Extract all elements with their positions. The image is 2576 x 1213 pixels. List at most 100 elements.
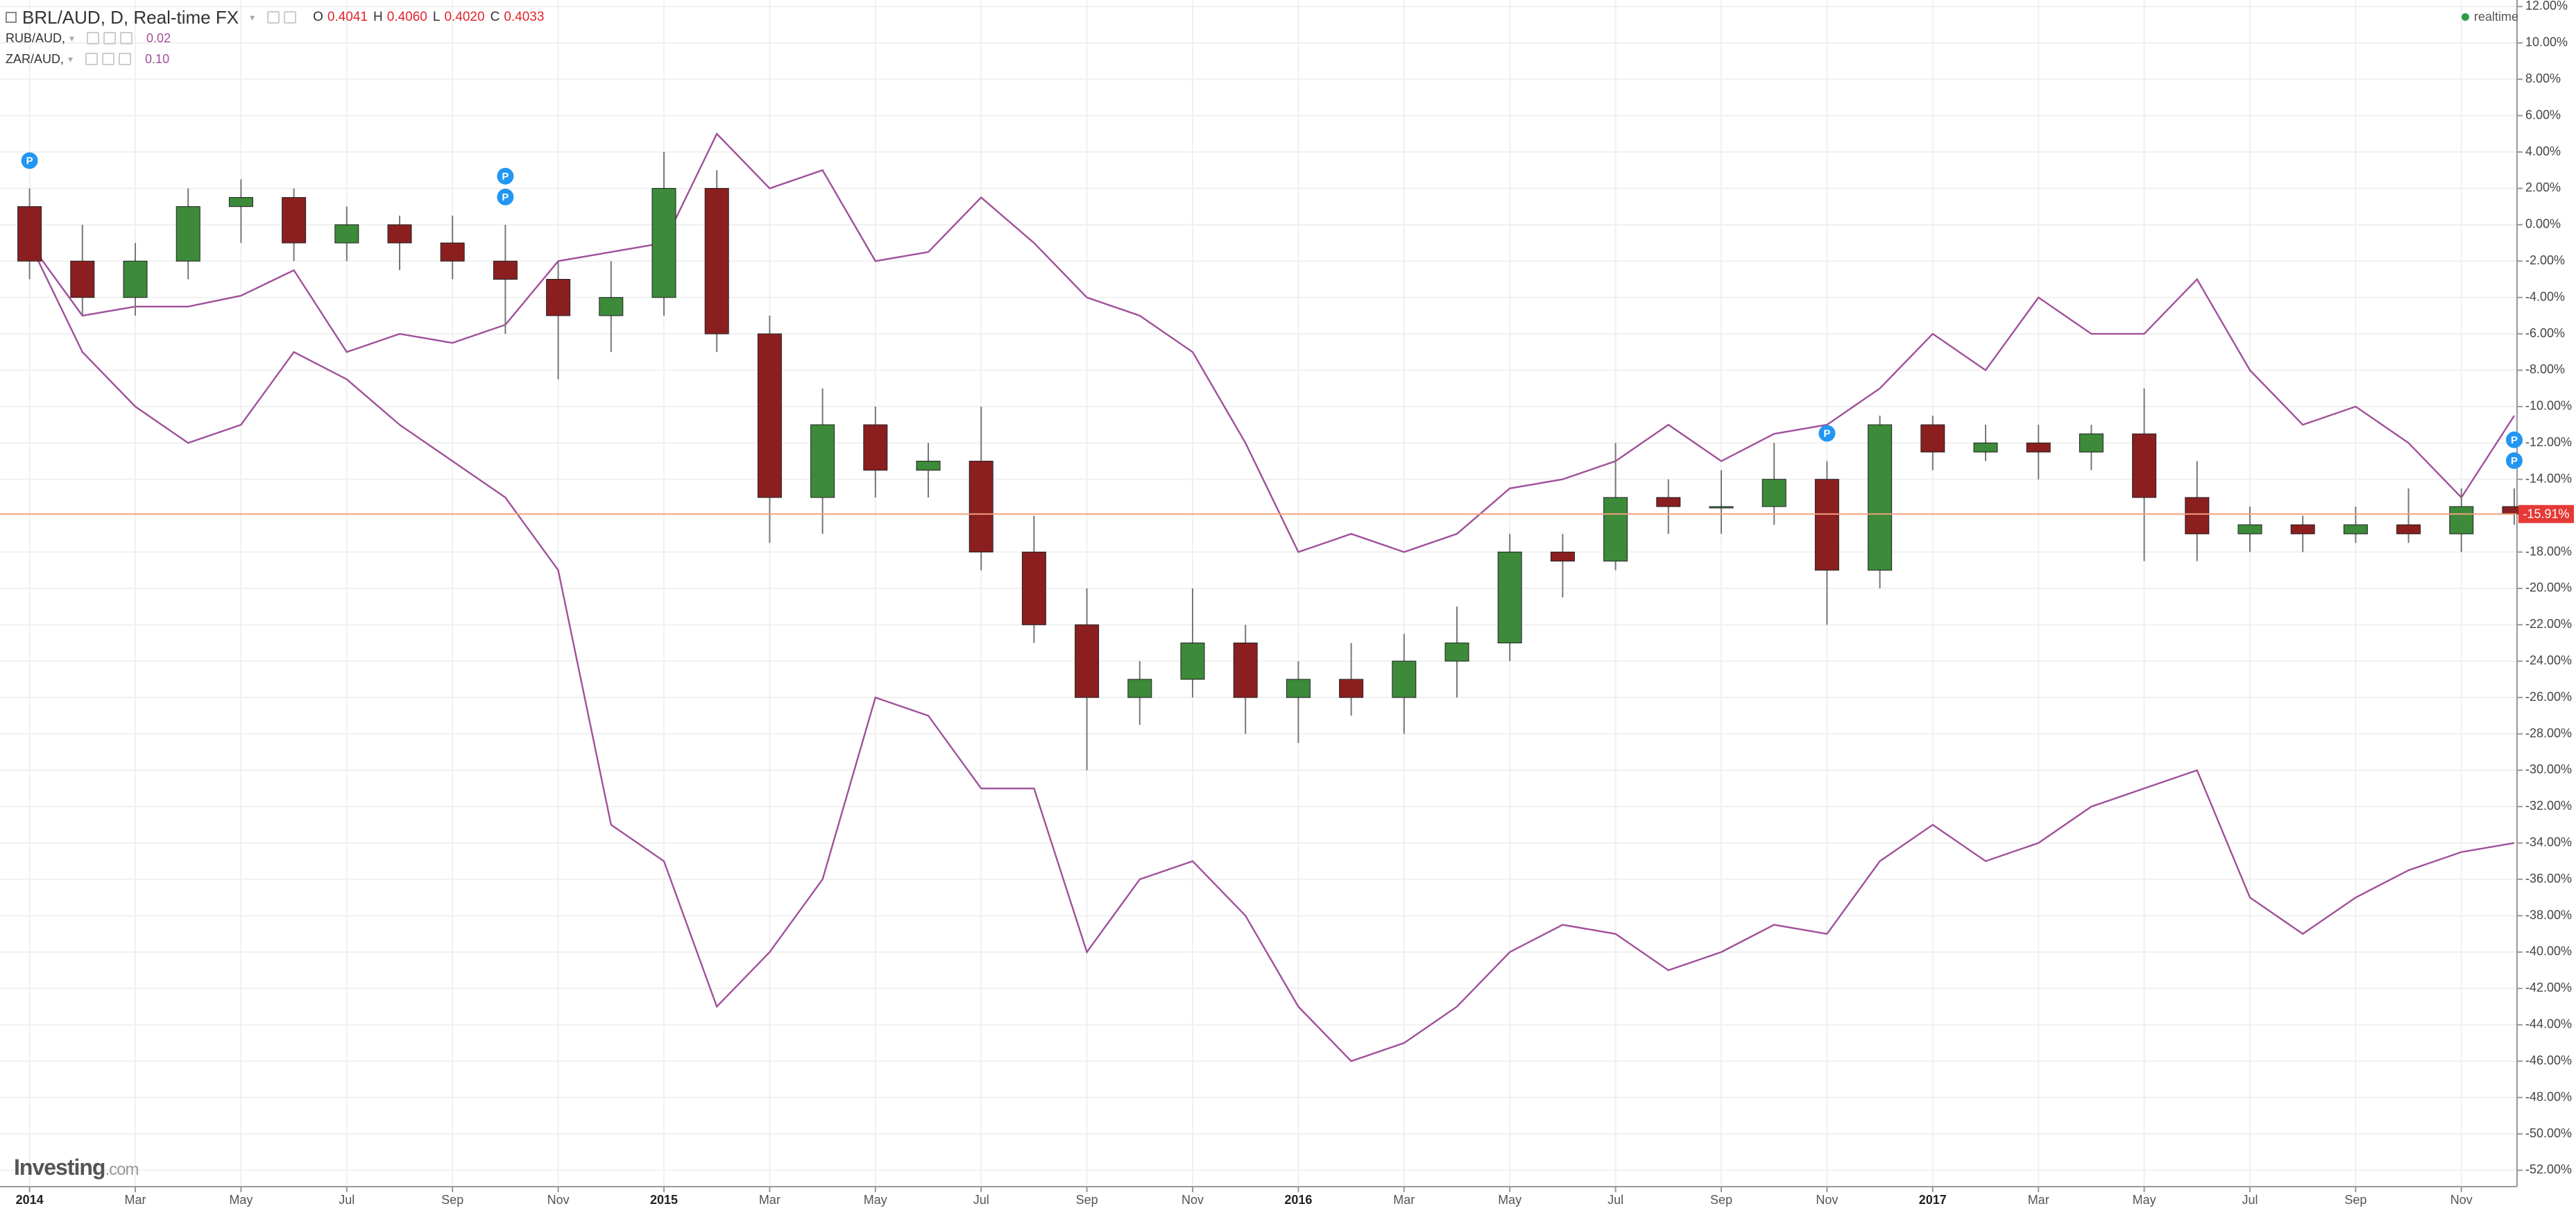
candle-body: [2026, 442, 2051, 452]
event-marker[interactable]: P: [21, 152, 38, 169]
event-label: P: [502, 192, 509, 203]
compare-icon[interactable]: [119, 53, 132, 65]
y-tick-label: -48.00%: [2525, 1089, 2572, 1103]
event-circle: [497, 188, 514, 205]
x-tick-label: Mar: [759, 1193, 781, 1207]
y-tick-label: -46.00%: [2525, 1053, 2572, 1067]
event-circle: [2506, 452, 2523, 469]
candle-body: [70, 260, 95, 298]
x-tick-label: Nov: [2450, 1193, 2473, 1207]
y-tick-label: 12.00%: [2525, 0, 2568, 12]
y-tick-label: -42.00%: [2525, 981, 2572, 994]
candle-body: [1127, 679, 1152, 698]
x-tick-label: 2017: [1919, 1193, 1947, 1207]
candle-body: [1180, 643, 1205, 680]
candle-body: [228, 197, 253, 207]
candle-body: [1762, 479, 1786, 507]
collapse-icon[interactable]: [6, 12, 17, 23]
event-marker[interactable]: P: [497, 167, 514, 185]
ohlc-value: 0.4060: [386, 10, 427, 24]
y-tick-label: 2.00%: [2525, 180, 2561, 194]
candle-body: [282, 197, 307, 244]
x-tick-label: Sep: [1710, 1193, 1732, 1207]
y-tick-label: -38.00%: [2525, 908, 2572, 922]
compare-row: ZAR/AUD, ▾ 0.10: [6, 49, 544, 69]
candle-body: [2079, 433, 2104, 452]
y-tick-label: -30.00%: [2525, 763, 2572, 777]
y-tick-label: -12.00%: [2525, 435, 2572, 449]
ohlc-values: O 0.4041 H 0.4060 L 0.4020 C 0.4033: [307, 10, 544, 25]
y-tick-label: 0.00%: [2525, 217, 2561, 231]
y-tick-label: -24.00%: [2525, 653, 2572, 667]
candle-body: [651, 187, 676, 298]
candle-body: [334, 224, 359, 244]
y-tick-label: -4.00%: [2525, 289, 2565, 303]
caret[interactable]: ▾: [69, 32, 75, 44]
price-label: -15.91%: [2523, 507, 2569, 521]
caret[interactable]: ▾: [250, 11, 255, 23]
close-icon[interactable]: [284, 11, 297, 24]
y-tick-label: -52.00%: [2525, 1162, 2572, 1176]
compare-name: ZAR/AUD,: [6, 51, 65, 66]
compare-icon[interactable]: [103, 32, 117, 44]
caret[interactable]: ▾: [68, 53, 74, 65]
candle-body: [546, 278, 571, 316]
logo: Investing.com: [14, 1155, 139, 1180]
compare-line: [28, 242, 2515, 1062]
candle-body: [1286, 679, 1311, 698]
y-tick-label: -6.00%: [2525, 326, 2565, 340]
x-tick-label: Jul: [973, 1193, 989, 1207]
x-tick-label: Nov: [1816, 1193, 1838, 1207]
y-tick-label: -32.00%: [2525, 799, 2572, 813]
y-tick-label: -18.00%: [2525, 544, 2572, 558]
candle-body: [969, 461, 993, 553]
candle-body: [2237, 524, 2262, 534]
x-tick-label: Jul: [1607, 1193, 1623, 1207]
event-marker[interactable]: P: [1818, 425, 1836, 442]
candle-body: [599, 297, 624, 316]
x-tick-label: Nov: [1182, 1193, 1204, 1207]
ohlc-label: L: [432, 10, 441, 24]
y-tick-label: -50.00%: [2525, 1126, 2572, 1140]
compare-row: RUB/AUD, ▾ 0.02: [6, 28, 544, 49]
y-tick-label: -40.00%: [2525, 944, 2572, 958]
y-tick-label: -34.00%: [2525, 835, 2572, 849]
candle-body: [2132, 433, 2157, 498]
event-label: P: [1823, 427, 1830, 439]
compare-icon[interactable]: [85, 53, 99, 65]
candle-body: [123, 260, 148, 298]
y-tick-label: -8.00%: [2525, 362, 2565, 376]
compare-legend: RUB/AUD, ▾ 0.02 ZAR/AUD, ▾ 0.10: [6, 28, 544, 69]
event-marker[interactable]: P: [497, 188, 514, 205]
compare-icon[interactable]: [120, 32, 133, 44]
y-tick-label: -14.00%: [2525, 471, 2572, 485]
event-circle: [497, 167, 514, 185]
x-tick-label: 2016: [1284, 1193, 1312, 1207]
compare-icon[interactable]: [102, 53, 115, 65]
main-legend-row: BRL/AUD, D, Real-time FX ▾ O 0.4041 H 0.406…: [6, 7, 544, 28]
compare-line: [28, 132, 2516, 553]
badge-text: realtime: [2473, 10, 2518, 24]
y-tick-label: -28.00%: [2525, 726, 2572, 740]
ohlc-value: 0.4041: [327, 10, 368, 24]
y-tick-label: -2.00%: [2525, 253, 2565, 267]
realtime-badge: realtime: [2461, 10, 2518, 24]
event-circle: [21, 152, 38, 169]
settings-icon[interactable]: [267, 11, 280, 24]
status-dot: [2461, 13, 2469, 21]
candle-body: [1075, 624, 1100, 698]
candle-body: [1603, 497, 1628, 562]
y-tick-label: 6.00%: [2525, 108, 2561, 121]
candle-body: [757, 333, 782, 498]
compare-icon[interactable]: [87, 32, 100, 44]
y-tick-label: -44.00%: [2525, 1017, 2572, 1031]
event-marker[interactable]: P: [2506, 452, 2523, 469]
x-tick-label: Nov: [547, 1193, 570, 1207]
event-marker[interactable]: P: [2506, 431, 2523, 448]
candle-body: [1550, 552, 1575, 562]
x-tick-label: 2015: [650, 1193, 678, 1207]
x-tick-label: Mar: [1393, 1193, 1415, 1207]
x-tick-label: May: [2133, 1193, 2156, 1207]
